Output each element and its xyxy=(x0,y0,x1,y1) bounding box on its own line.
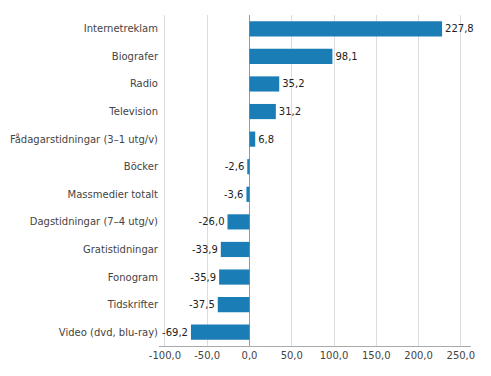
svg-text:50,0: 50,0 xyxy=(281,350,303,361)
svg-text:Massmedier totalt: Massmedier totalt xyxy=(68,189,159,200)
svg-text:0,0: 0,0 xyxy=(242,350,258,361)
svg-text:-100,0: -100,0 xyxy=(149,350,181,361)
svg-text:Television: Television xyxy=(108,106,158,117)
svg-text:-35,9: -35,9 xyxy=(190,272,216,283)
svg-text:227,8: 227,8 xyxy=(445,23,474,34)
svg-text:Dagstidningar (7–4 utg/v): Dagstidningar (7–4 utg/v) xyxy=(30,216,158,227)
svg-text:Gratistidningar: Gratistidningar xyxy=(83,244,159,255)
svg-text:31,2: 31,2 xyxy=(279,106,301,117)
svg-text:98,1: 98,1 xyxy=(335,51,357,62)
svg-text:-3,6: -3,6 xyxy=(224,189,244,200)
svg-text:Biografer: Biografer xyxy=(112,51,159,62)
svg-text:-69,2: -69,2 xyxy=(162,327,188,338)
svg-text:200,0: 200,0 xyxy=(404,350,433,361)
svg-text:-33,9: -33,9 xyxy=(192,244,218,255)
svg-text:150,0: 150,0 xyxy=(362,350,391,361)
svg-text:Böcker: Böcker xyxy=(124,161,159,172)
svg-text:-26,0: -26,0 xyxy=(199,216,225,227)
svg-text:Fonogram: Fonogram xyxy=(108,272,158,283)
svg-text:-2,6: -2,6 xyxy=(225,161,245,172)
svg-text:Radio: Radio xyxy=(130,78,158,89)
svg-text:Internetreklam: Internetreklam xyxy=(84,23,158,34)
svg-text:250,0: 250,0 xyxy=(447,350,476,361)
svg-text:Fådagarstidningar (3–1 utg/v): Fådagarstidningar (3–1 utg/v) xyxy=(10,133,158,145)
svg-text:35,2: 35,2 xyxy=(282,78,304,89)
svg-text:6,8: 6,8 xyxy=(258,134,274,145)
svg-text:100,0: 100,0 xyxy=(320,350,349,361)
svg-text:-50,0: -50,0 xyxy=(194,350,220,361)
svg-text:-37,5: -37,5 xyxy=(189,299,215,310)
svg-text:Video (dvd, blu-ray): Video (dvd, blu-ray) xyxy=(59,327,158,338)
svg-text:Tidskrifter: Tidskrifter xyxy=(107,299,159,310)
